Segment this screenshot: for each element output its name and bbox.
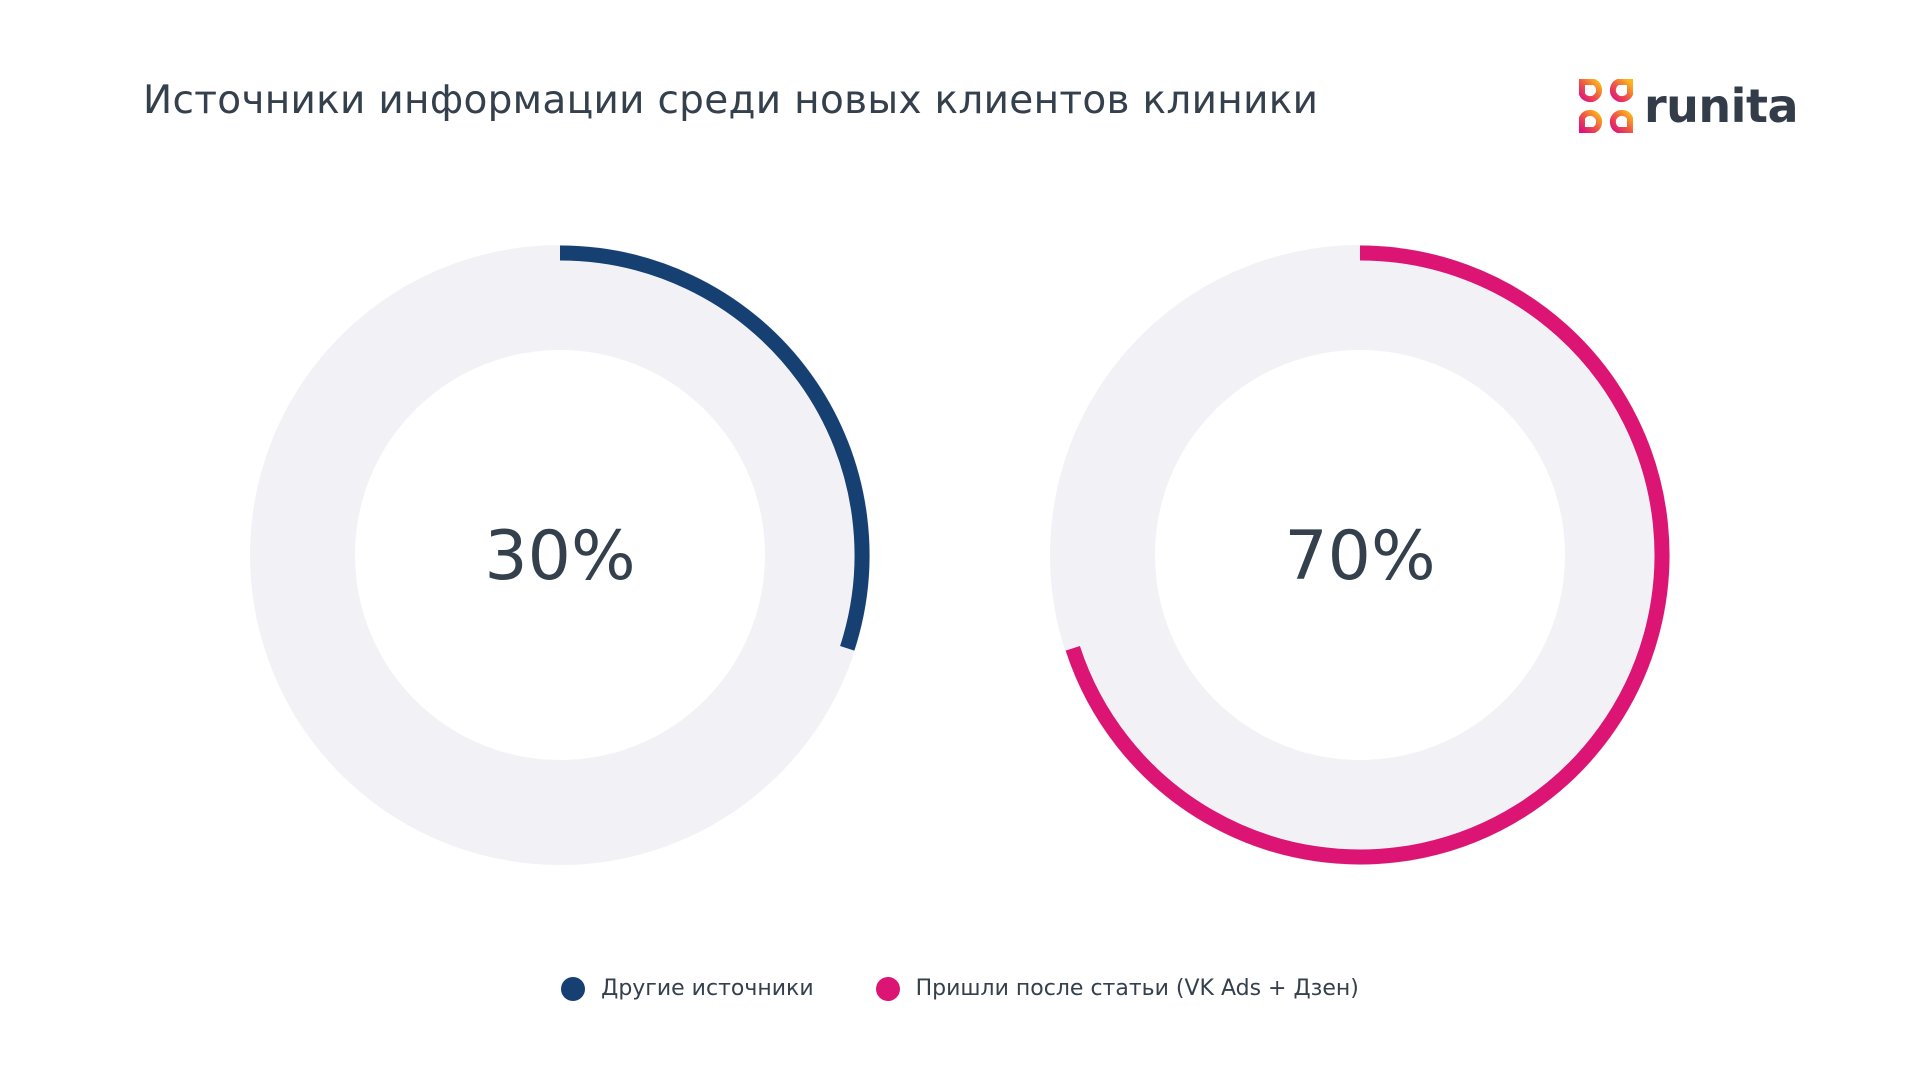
- donut-track: [250, 245, 870, 865]
- chart-title: Источники информации среди новых клиенто…: [143, 78, 1319, 123]
- legend-item-article: Пришли после статьи (VK Ads + Дзен): [875, 976, 1359, 1001]
- logo-text: runita: [1644, 79, 1798, 133]
- legend-label: Другие источники: [601, 976, 814, 1001]
- donut-value-label: 70%: [1284, 517, 1435, 596]
- donut-arc-70: [1065, 245, 1670, 865]
- donut-track: [1050, 245, 1670, 865]
- logo-mark-icon: [1579, 79, 1633, 133]
- legend-label: Пришли после статьи (VK Ads + Дзен): [915, 976, 1359, 1001]
- donut-arc-30: [559, 245, 870, 651]
- legend-dot: [561, 976, 586, 1001]
- legend-item-other: Другие источники: [561, 976, 814, 1001]
- donut-value-label: 30%: [484, 517, 635, 596]
- runita-logo: runita: [1578, 78, 1798, 134]
- legend: Другие источники Пришли после статьи (VK…: [0, 976, 1920, 1001]
- legend-dot: [875, 976, 900, 1001]
